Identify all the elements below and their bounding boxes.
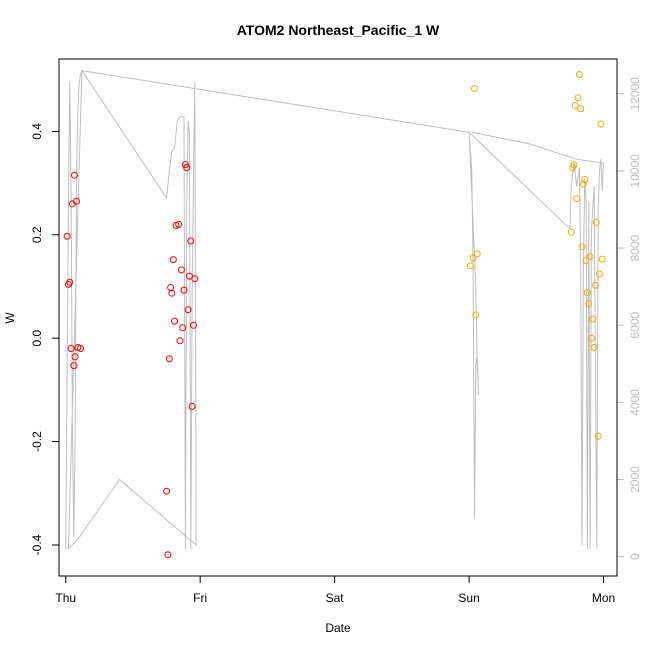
data-point-red-30 (190, 321, 197, 329)
data-point-red-21 (177, 266, 185, 274)
data-point-red-5 (70, 362, 78, 370)
y2-tick-label-1: 2000 (628, 466, 642, 493)
data-point-orange-2 (471, 85, 478, 92)
data-point-red-13 (165, 355, 173, 363)
data-point-orange-19 (586, 253, 594, 260)
data-point-red-31 (191, 275, 199, 283)
data-point-orange-20 (588, 334, 595, 342)
data-point-orange-18 (585, 300, 593, 307)
y-axis-label: W (3, 312, 17, 324)
data-point-orange-3 (472, 311, 480, 319)
depth-series (65, 69, 605, 551)
data-point-orange-12 (577, 105, 585, 113)
data-point-red-29 (188, 402, 196, 410)
x-tick-label-0: Thu (55, 591, 76, 605)
x-tick-label-2: Sat (326, 591, 345, 605)
data-point-red-11 (163, 487, 171, 495)
x-tick-label-3: Sun (458, 591, 479, 605)
data-point-orange-21 (589, 315, 597, 323)
data-point-red-22 (179, 324, 187, 332)
data-point-red-16 (169, 256, 177, 264)
data-point-orange-26 (596, 270, 603, 278)
data-point-orange-16 (582, 257, 590, 265)
y2-tick-label-6: 12000 (628, 77, 642, 111)
data-point-orange-24 (592, 218, 600, 226)
y-tick-label-1: -0.2 (30, 431, 44, 452)
data-point-orange-7 (570, 161, 578, 169)
y-tick-label-3: 0.2 (30, 226, 44, 243)
y2-tick-label-0: 0 (628, 553, 642, 560)
data-point-red-7 (71, 353, 79, 361)
depth-line (65, 69, 605, 551)
y2-tick-label-5: 10000 (628, 154, 642, 188)
y2-tick-label-3: 6000 (628, 312, 642, 339)
x-axis-label: Date (325, 621, 351, 635)
data-point-red-3 (67, 345, 75, 352)
data-point-red-17 (171, 317, 179, 325)
data-point-red-6 (71, 171, 78, 179)
data-point-red-2 (66, 278, 74, 286)
data-points (63, 71, 606, 559)
y-tick-label-2: 0.0 (30, 330, 44, 347)
data-point-orange-28 (598, 255, 606, 263)
data-point-orange-14 (579, 180, 587, 188)
data-point-orange-13 (578, 243, 586, 251)
data-point-orange-9 (573, 195, 581, 203)
data-point-red-8 (73, 197, 80, 205)
data-point-orange-15 (581, 176, 589, 183)
x-tick-label-4: Mon (592, 591, 615, 605)
y2-tick-label-4: 8000 (628, 234, 642, 261)
data-point-red-10 (77, 345, 84, 352)
data-point-orange-17 (583, 289, 591, 297)
data-point-red-19 (175, 220, 183, 228)
y-tick-label-4: 0.4 (30, 123, 44, 140)
data-point-red-27 (185, 272, 193, 280)
data-point-red-0 (63, 232, 71, 240)
plot-frame (58, 58, 618, 577)
data-point-red-23 (180, 286, 188, 294)
data-point-red-20 (176, 337, 184, 345)
data-point-orange-27 (597, 120, 605, 128)
data-point-orange-22 (590, 344, 598, 351)
data-point-red-28 (187, 237, 195, 245)
data-point-orange-10 (574, 94, 582, 102)
data-point-red-26 (184, 306, 192, 314)
data-point-orange-5 (567, 228, 575, 236)
data-point-orange-23 (592, 281, 599, 289)
y-tick-label-0: -0.4 (30, 534, 44, 555)
data-point-orange-1 (469, 254, 477, 262)
data-point-red-15 (168, 289, 176, 297)
data-point-orange-0 (466, 262, 474, 270)
data-point-red-12 (164, 551, 172, 559)
data-point-orange-4 (473, 250, 481, 258)
x-tick-label-1: Fri (193, 591, 207, 605)
data-point-red-24 (181, 161, 189, 168)
chart-title: ATOM2 Northeast_Pacific_1 W (237, 22, 440, 38)
data-point-orange-25 (594, 432, 602, 440)
data-point-orange-8 (571, 102, 579, 109)
data-point-orange-11 (575, 71, 583, 78)
data-point-red-25 (183, 164, 191, 172)
y2-tick-label-2: 4000 (628, 389, 642, 416)
